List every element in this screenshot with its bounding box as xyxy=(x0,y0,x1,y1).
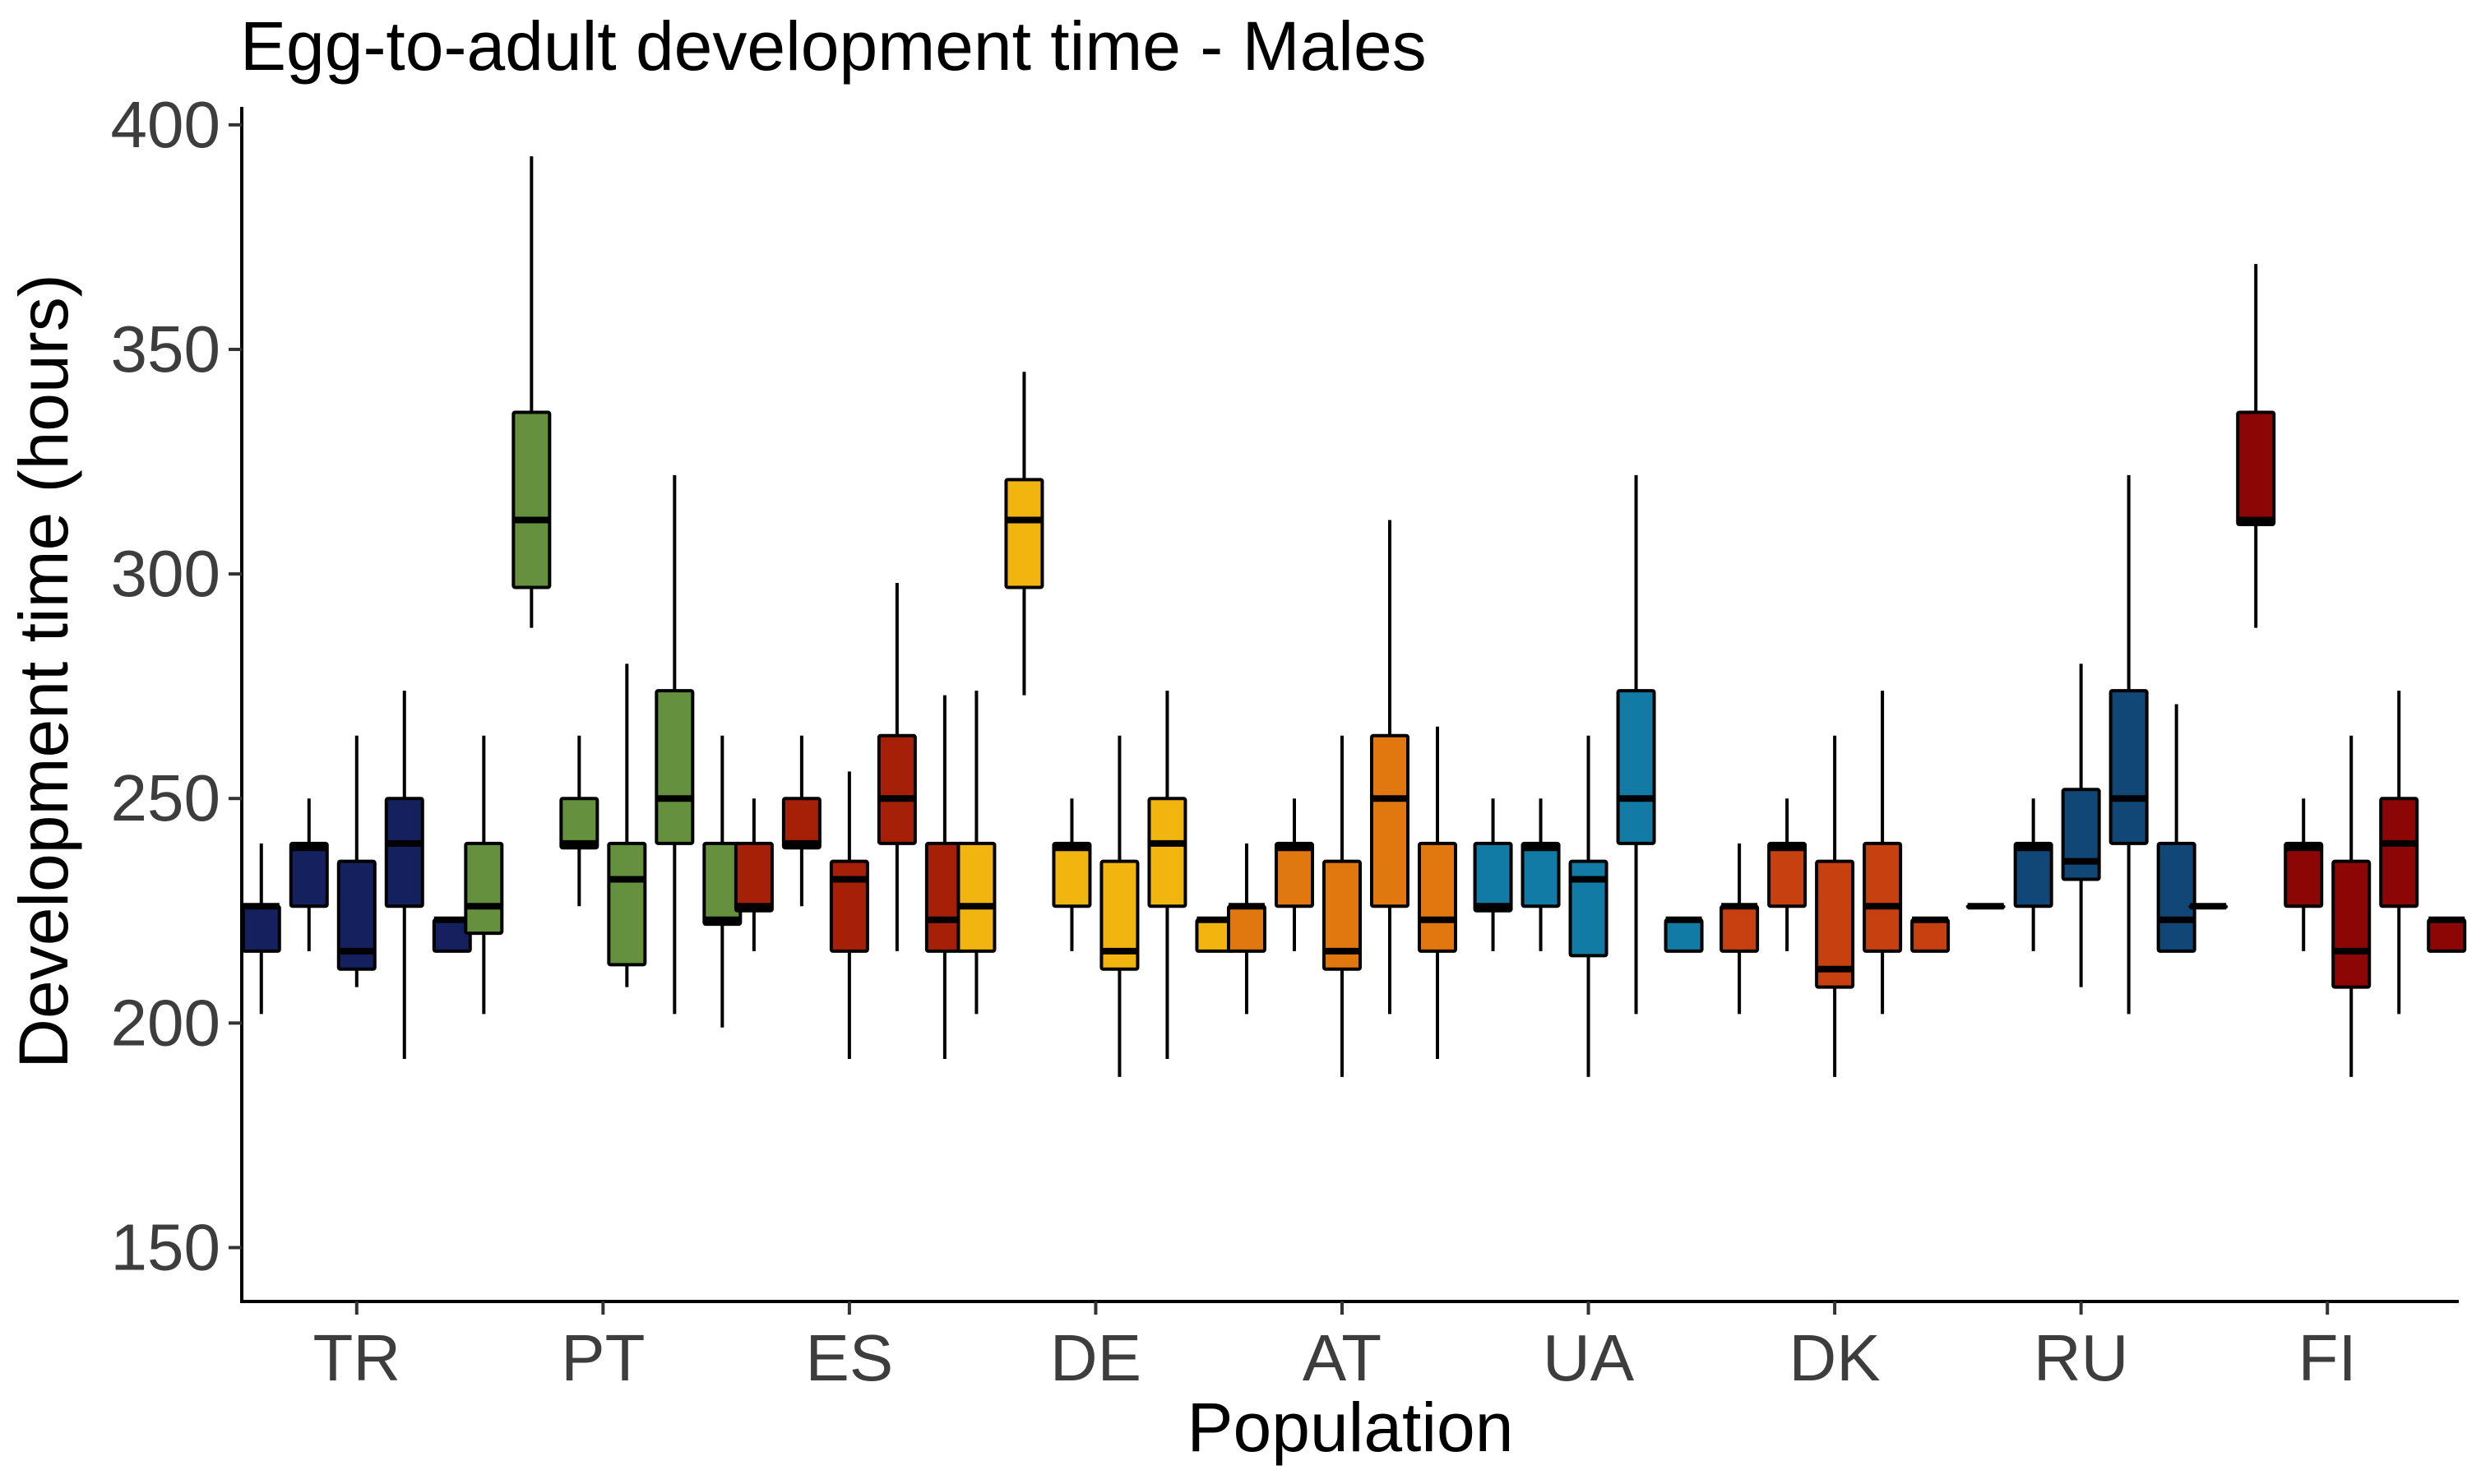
box xyxy=(1863,841,1903,953)
x-tick-label: PT xyxy=(561,1321,645,1394)
box xyxy=(1616,689,1656,845)
category-group-ua xyxy=(1473,474,1704,1077)
box xyxy=(1719,904,1760,953)
box xyxy=(2427,918,2467,953)
x-tick-label: ES xyxy=(806,1321,894,1394)
category-group-pt xyxy=(464,156,743,1028)
x-axis-label: Population xyxy=(1187,1389,1514,1466)
category-group-tr xyxy=(241,691,472,1060)
box xyxy=(2379,797,2419,908)
box xyxy=(607,841,647,967)
box xyxy=(1767,841,1807,908)
box xyxy=(241,904,281,953)
box xyxy=(1004,478,1044,589)
box xyxy=(2108,689,2149,845)
box xyxy=(2236,410,2276,527)
box xyxy=(1099,859,1140,971)
box xyxy=(464,841,504,936)
x-tick-label: TR xyxy=(312,1321,400,1394)
box xyxy=(1418,841,1457,953)
axes: 150 200 250 300 350 400 TR PT ES DE AT UA DK RU FI Popu… xyxy=(5,88,2459,1466)
box xyxy=(1052,841,1092,908)
y-tick-label: 200 xyxy=(111,986,220,1059)
category-group-dk xyxy=(1719,691,1951,1077)
x-tick-label: RU xyxy=(2034,1321,2129,1394)
y-tick-label: 350 xyxy=(111,312,220,386)
box xyxy=(781,797,822,850)
y-tick-label: 250 xyxy=(111,761,220,834)
box xyxy=(2061,788,2101,881)
box xyxy=(655,689,695,845)
box xyxy=(384,797,424,908)
box xyxy=(877,733,917,845)
category-group-fi xyxy=(2188,264,2467,1077)
box xyxy=(1275,841,1314,908)
box xyxy=(2331,859,2372,989)
x-tick-label: AT xyxy=(1303,1321,1382,1394)
y-tick-label: 300 xyxy=(111,537,220,610)
box xyxy=(1322,859,1362,971)
x-tick-label: DK xyxy=(1789,1321,1881,1394)
x-tick-label: FI xyxy=(2298,1321,2357,1394)
box xyxy=(1227,904,1266,953)
box xyxy=(559,797,599,850)
box xyxy=(1568,859,1608,958)
box xyxy=(511,410,552,589)
box xyxy=(2284,841,2324,908)
category-group-de xyxy=(956,372,1235,1077)
box xyxy=(289,841,329,908)
category-group-at xyxy=(1227,520,1457,1077)
x-tick-label: DE xyxy=(1050,1321,1141,1394)
box xyxy=(1664,918,1704,953)
y-axis-label: Development time (hours) xyxy=(5,274,82,1068)
box xyxy=(829,859,869,953)
category-group-ru xyxy=(1965,474,2196,1015)
box xyxy=(1147,797,1187,908)
y-tick-label: 400 xyxy=(111,88,220,161)
plot-marks xyxy=(241,156,2467,1077)
box xyxy=(956,841,997,953)
y-tick-label: 150 xyxy=(111,1210,220,1283)
box xyxy=(1520,841,1561,908)
x-tick-label: UA xyxy=(1543,1321,1635,1394)
box xyxy=(1473,841,1513,913)
box xyxy=(734,841,774,913)
box xyxy=(1910,918,1951,953)
box xyxy=(2156,841,2196,953)
chart-title: Egg-to-adult development time - Males xyxy=(240,7,1427,85)
box xyxy=(1370,733,1409,908)
box xyxy=(336,859,377,971)
category-group-es xyxy=(734,583,965,1060)
box xyxy=(2013,841,2053,908)
box xyxy=(1815,859,1855,989)
